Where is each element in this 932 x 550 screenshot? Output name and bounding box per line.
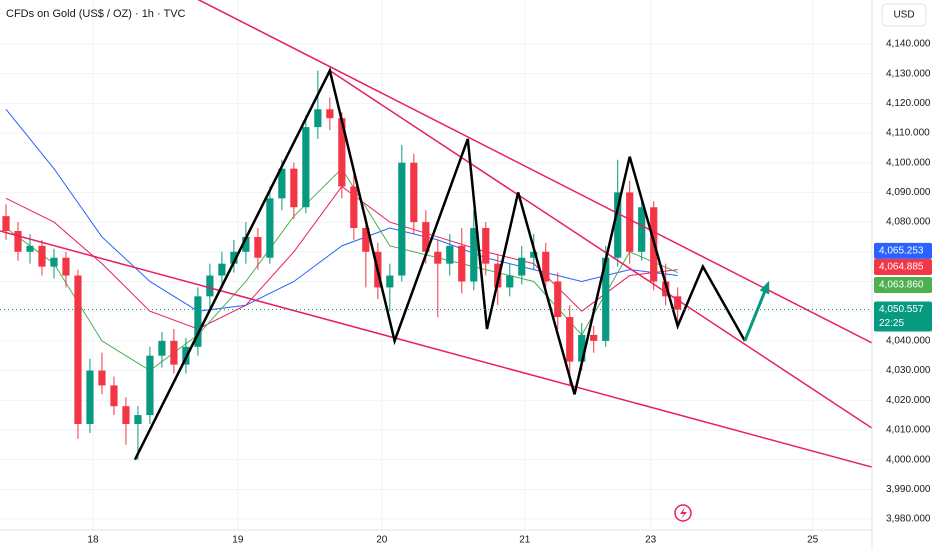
candle-body — [254, 236, 262, 258]
x-tick-label: 21 — [519, 535, 531, 546]
price-tag — [874, 277, 932, 294]
candle-body — [2, 216, 10, 232]
candle-body — [362, 228, 370, 252]
currency[interactable]: USD — [893, 10, 914, 21]
candle-body — [458, 245, 466, 282]
candle-body — [338, 118, 346, 187]
candle-body — [134, 415, 142, 424]
y-tick-label: 4,030.000 — [886, 365, 931, 376]
y-tick-label: 4,090.000 — [886, 187, 931, 198]
candle-body — [122, 406, 130, 424]
candle-body — [314, 109, 322, 128]
candle-body — [62, 257, 70, 276]
candle-body — [518, 257, 526, 276]
candle-body — [278, 168, 286, 199]
candle-body — [86, 370, 94, 424]
x-tick-label: 20 — [376, 535, 388, 546]
candle-body — [218, 263, 226, 276]
candle-body — [566, 317, 574, 362]
candle-body — [242, 236, 250, 252]
candle-body — [302, 127, 310, 208]
candle-body — [386, 275, 394, 288]
y-tick-label: 4,080.000 — [886, 217, 931, 228]
y-tick-label: 4,020.000 — [886, 395, 931, 406]
plot-area — [0, 0, 872, 530]
moving-average — [5, 108, 678, 312]
candle-body — [626, 192, 634, 252]
y-tick-label: 4,130.000 — [886, 68, 931, 79]
y-tick-label: 4,040.000 — [886, 336, 931, 347]
candle-body — [554, 281, 562, 318]
candle-body — [50, 257, 58, 267]
chart-title: CFDs on Gold (US$ / OZ) · 1h · TVC — [6, 8, 186, 20]
trend-line — [0, 230, 872, 468]
candle-body — [542, 251, 550, 282]
candle-body — [590, 334, 598, 341]
candle-body — [638, 207, 646, 252]
arrow-head — [759, 280, 770, 295]
price-tag — [874, 301, 932, 332]
candle-body — [662, 281, 670, 297]
candle-body — [350, 186, 358, 229]
candle-body — [110, 385, 118, 407]
candle-body — [74, 275, 82, 424]
candle-body — [614, 192, 622, 258]
candle-body — [38, 245, 46, 267]
price-tag-label: 4,063.860 — [879, 280, 924, 291]
event-icon[interactable] — [674, 504, 692, 522]
candle-body — [158, 340, 166, 356]
price-tag — [874, 242, 932, 259]
y-tick-label: 3,990.000 — [886, 484, 931, 495]
candle-body — [398, 162, 406, 276]
moving-average — [5, 185, 678, 330]
y-tick-label: 4,120.000 — [886, 98, 931, 109]
candle-body — [266, 198, 274, 258]
candle-body — [446, 245, 454, 264]
candle-body — [530, 251, 538, 258]
price-tag-time: 22:25 — [879, 318, 904, 329]
candle-body — [326, 109, 334, 119]
candle-body — [602, 257, 610, 341]
y-tick-label: 4,100.000 — [886, 157, 931, 168]
candle-body — [506, 275, 514, 288]
candle-body — [230, 251, 238, 264]
y-tick-label: 4,140.000 — [886, 39, 931, 50]
currency-button[interactable] — [881, 3, 927, 27]
moving-average — [5, 167, 678, 372]
candle-body — [470, 228, 478, 282]
x-tick-label: 18 — [87, 535, 99, 546]
trend-line — [197, 0, 872, 344]
candle-body — [674, 296, 682, 310]
y-tick-label: 4,110.000 — [886, 128, 930, 139]
x-tick-label: 19 — [232, 535, 244, 546]
candle-body — [194, 296, 202, 347]
candle-body — [482, 228, 490, 264]
candle-body — [434, 251, 442, 264]
x-tick-label: 23 — [645, 535, 657, 546]
candle-body — [422, 222, 430, 252]
y-tick-label: 3,980.000 — [886, 514, 931, 525]
y-tick-label: 4,010.000 — [886, 425, 931, 436]
candle-body — [410, 162, 418, 223]
candle-body — [206, 275, 214, 297]
y-tick-label: 4,000.000 — [886, 454, 931, 465]
price-tag-label: 4,064.885 — [879, 262, 924, 273]
price-tag — [874, 258, 932, 275]
candle-body — [26, 245, 34, 252]
candle-body — [494, 263, 502, 288]
wave-path — [133, 67, 746, 461]
trend-line — [329, 70, 872, 430]
candle-body — [14, 231, 22, 252]
candle-body — [578, 334, 586, 362]
candle-body — [170, 340, 178, 365]
price-tag-label: 4,065.253 — [879, 246, 924, 257]
candle-body — [146, 355, 154, 416]
x-tick-label: 25 — [807, 535, 819, 546]
price-tag-label: 4,050.557 — [879, 304, 924, 315]
candle-body — [290, 168, 298, 208]
projection-arrow — [743, 283, 770, 342]
candle-body — [98, 370, 106, 386]
